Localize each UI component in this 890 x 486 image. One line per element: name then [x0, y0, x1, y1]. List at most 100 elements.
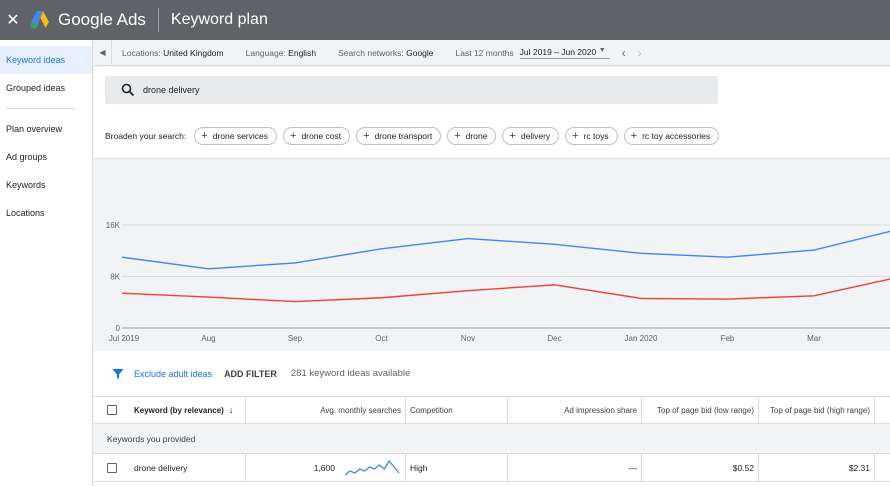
locations-filter[interactable]: Locations: United Kingdom — [122, 48, 224, 58]
date-range-filter[interactable]: Last 12 months Jul 2019 – Jun 2020 ▼ — [456, 47, 610, 59]
language-filter[interactable]: Language: English — [246, 48, 316, 58]
broaden-chip-label: drone transport — [374, 131, 433, 141]
plus-icon: + — [454, 130, 461, 142]
table-row: drone delivery 1,600 High — $0.52 $2.31 — [94, 454, 890, 482]
sidebar-item-grouped-ideas[interactable]: Grouped ideas — [6, 83, 66, 93]
group-row-keywords-provided: Keywords you provided — [94, 424, 890, 454]
plus-icon: + — [363, 130, 370, 142]
sidebar-item-ad-groups[interactable]: Ad groups — [6, 152, 48, 162]
google-ads-logo-icon — [28, 8, 52, 32]
sidebar-divider — [6, 108, 76, 109]
date-range-label: Last 12 months — [455, 47, 514, 58]
sparkline-path — [344, 459, 400, 476]
plus-icon: + — [509, 130, 516, 142]
row-bid-low: $0.52 — [642, 454, 759, 481]
row-keyword: drone delivery — [130, 454, 246, 481]
sidebar-item-locations[interactable]: Locations — [6, 208, 45, 218]
y-tick-label: 0 — [116, 324, 121, 333]
broaden-chip-label: rc toys — [583, 131, 609, 141]
header-bid-high[interactable]: Top of page bid (high range) — [759, 397, 875, 423]
header-keyword-label: Keyword (by relevance) — [134, 405, 224, 415]
header-keyword[interactable]: Keyword (by relevance) ↓ — [130, 397, 246, 423]
broaden-chip[interactable]: + drone services — [194, 127, 277, 145]
networks-filter[interactable]: Search networks: Google — [338, 48, 433, 58]
broaden-search: Broaden your search: + drone services + dro… — [105, 127, 725, 145]
language-value: English — [288, 47, 317, 58]
row-ad-impression-share: — — [508, 454, 642, 481]
plus-icon: + — [290, 130, 297, 142]
header-avg-monthly-searches[interactable]: Avg. monthly searches — [246, 397, 406, 423]
header-bid-low[interactable]: Top of page bid (low range) — [642, 397, 759, 423]
keyword-table-area: Exclude adult ideas ADD FILTER 281 keywo… — [94, 351, 890, 486]
x-tick-label: Nov — [461, 334, 475, 343]
sidebar-item-keywords[interactable]: Keywords — [6, 180, 46, 190]
broaden-label: Broaden your search: — [105, 131, 187, 141]
top-app-bar: ✕ Google Ads Keyword plan — [0, 0, 890, 40]
x-tick-label: Mar — [807, 334, 821, 343]
add-filter-button[interactable]: ADD FILTER — [224, 368, 277, 379]
x-tick-label: Jan 2020 — [625, 334, 658, 343]
date-range-select[interactable]: Jul 2019 – Jun 2020 ▼ — [519, 46, 610, 59]
broaden-chip[interactable]: + rc toy accessories — [623, 127, 720, 145]
close-icon[interactable]: ✕ — [6, 12, 20, 29]
row-checkbox[interactable] — [107, 462, 117, 473]
series-line — [121, 278, 890, 303]
sort-arrow-icon: ↓ — [228, 405, 234, 415]
broaden-chip[interactable]: + drone — [447, 127, 497, 145]
app-name: Google Ads — [58, 10, 146, 29]
broaden-chip-label: delivery — [520, 131, 551, 141]
broaden-chip[interactable]: + rc toys — [565, 127, 618, 145]
x-tick-label: Jul 2019 — [109, 334, 140, 343]
broaden-chip-label: drone cost — [301, 131, 342, 141]
series-line — [121, 230, 890, 270]
y-tick-label: 8K — [110, 273, 120, 282]
table-toolbar: Exclude adult ideas ADD FILTER 281 keywo… — [94, 351, 890, 396]
exclude-adult-ideas-link[interactable]: Exclude adult ideas — [134, 368, 213, 379]
x-tick-label: Dec — [547, 334, 561, 343]
row-competition: High — [406, 454, 508, 481]
filter-bar: ◀ Locations: United Kingdom Language: En… — [94, 39, 890, 66]
sidebar-item-keyword-ideas[interactable]: Keyword ideas — [0, 46, 92, 74]
broaden-chip[interactable]: + delivery — [502, 127, 560, 145]
search-box[interactable] — [105, 76, 718, 104]
collapse-sidebar-icon[interactable]: ◀ — [94, 39, 112, 66]
row-checkbox-cell — [94, 454, 130, 481]
y-tick-label: 16K — [106, 221, 121, 230]
next-range-icon[interactable]: › — [637, 45, 642, 60]
broaden-chips: + drone services + drone cost + drone transpo… — [194, 127, 725, 145]
locations-value: United Kingdom — [163, 47, 224, 58]
locations-label: Locations: — [122, 47, 161, 58]
filter-funnel-icon[interactable] — [112, 368, 124, 380]
previous-range-icon[interactable]: ‹ — [621, 45, 626, 60]
x-tick-label: Oct — [375, 334, 388, 343]
language-label: Language: — [245, 47, 286, 58]
plus-icon: + — [201, 130, 208, 142]
networks-label: Search networks: — [338, 47, 404, 58]
row-overflow — [875, 454, 890, 481]
x-tick-label: Sep — [288, 334, 303, 343]
broaden-chip-label: drone services — [212, 131, 268, 141]
select-all-checkbox[interactable] — [107, 405, 117, 415]
row-avg-monthly-searches: 1,600 — [246, 454, 406, 481]
header-competition[interactable]: Competition — [406, 397, 508, 423]
sidebar: Keyword ideas Grouped ideas Plan overvie… — [0, 40, 93, 486]
broaden-chip[interactable]: + drone transport — [356, 127, 442, 145]
search-volume-chart: 0 8K 16K Jul 2019 Aug Sep Oct Nov Dec Jan 2020 Feb… — [94, 160, 890, 350]
header-ad-impression-share[interactable]: Ad impression share — [508, 397, 642, 423]
x-tick-label: Aug — [201, 334, 215, 343]
table-header: Keyword (by relevance) ↓ Avg. monthly sea… — [94, 396, 890, 424]
page-title: Keyword plan — [170, 11, 268, 28]
date-range-value: Jul 2019 – Jun 2020 — [519, 46, 597, 57]
x-tick-label: Feb — [721, 334, 735, 343]
plus-icon: + — [630, 130, 638, 142]
search-card: Broaden your search: + drone services + dro… — [94, 67, 890, 159]
broaden-chip-label: drone — [465, 131, 488, 141]
sidebar-item-plan-overview[interactable]: Plan overview — [6, 124, 63, 134]
broaden-chip[interactable]: + drone cost — [283, 127, 351, 145]
networks-value: Google — [406, 47, 434, 58]
line-chart-svg: 0 8K 16K Jul 2019 Aug Sep Oct Nov Dec Jan 2020 Feb… — [106, 221, 890, 343]
broaden-chip-label: rc toy accessories — [642, 131, 711, 141]
search-input[interactable] — [143, 85, 543, 95]
row-bid-high: $2.31 — [759, 454, 875, 481]
keyword-ideas-count: 281 keyword ideas available — [290, 368, 411, 379]
